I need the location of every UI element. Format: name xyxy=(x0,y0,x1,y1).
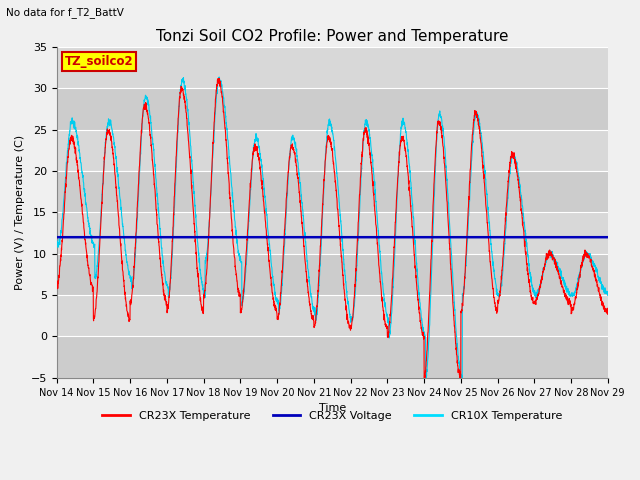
Bar xyxy=(57,295,608,336)
Y-axis label: Power (V) / Temperature (C): Power (V) / Temperature (C) xyxy=(15,135,25,290)
Bar xyxy=(57,336,608,378)
Title: Tonzi Soil CO2 Profile: Power and Temperature: Tonzi Soil CO2 Profile: Power and Temper… xyxy=(156,29,508,44)
X-axis label: Time: Time xyxy=(319,403,346,413)
Bar xyxy=(57,171,608,212)
Bar xyxy=(57,212,608,254)
Bar xyxy=(57,254,608,295)
Bar xyxy=(57,47,608,88)
Text: TZ_soilco2: TZ_soilco2 xyxy=(65,55,134,68)
Bar xyxy=(57,130,608,171)
Bar xyxy=(57,88,608,130)
Text: No data for f_T2_BattV: No data for f_T2_BattV xyxy=(6,7,124,18)
Legend: CR23X Temperature, CR23X Voltage, CR10X Temperature: CR23X Temperature, CR23X Voltage, CR10X … xyxy=(98,406,566,425)
